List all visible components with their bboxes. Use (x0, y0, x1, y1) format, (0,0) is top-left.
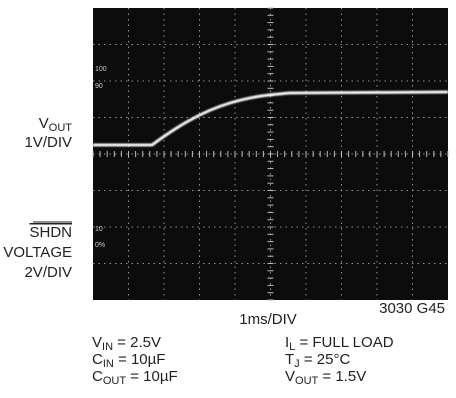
cond-sub: J (294, 358, 300, 370)
condition: CIN = 10µF (92, 351, 165, 370)
cond-sub: OUT (295, 375, 319, 387)
shdn-name: VOLTAGE (3, 244, 72, 261)
screen-mark: 90 (95, 83, 103, 90)
cond-rest: = 25°C (300, 351, 351, 368)
cond-main: V (285, 368, 295, 385)
condition: TJ = 25°C (285, 351, 350, 370)
condition: VIN = 2.5V (92, 334, 161, 353)
cond-main: T (285, 351, 294, 368)
label-main: V (39, 115, 49, 132)
cond-rest: = 1.5V (318, 368, 366, 385)
figure-id: 3030 G45 (379, 300, 445, 317)
cond-sub: OUT (103, 375, 127, 387)
cond-rest: = 10µF (126, 368, 178, 385)
cond-sub: L (289, 341, 295, 353)
cond-rest: = FULL LOAD (295, 334, 393, 351)
cond-main: V (92, 334, 102, 351)
screen-mark: 100 (95, 66, 107, 73)
condition: IL = FULL LOAD (285, 334, 394, 353)
cond-main: C (92, 351, 103, 368)
condition: VOUT = 1.5V (285, 368, 366, 387)
cond-sub: IN (103, 358, 114, 370)
label-sub: OUT (49, 122, 73, 134)
cond-main: I (285, 334, 289, 351)
cond-rest: = 2.5V (113, 334, 161, 351)
vout-trace (93, 90, 449, 147)
cond-sub: IN (102, 341, 113, 353)
shdn-scale: 2V/DIV (24, 264, 72, 281)
time-scale: 1ms/DIV (239, 311, 297, 328)
shdn-label: SHDN (29, 224, 72, 241)
condition: COUT = 10µF (92, 368, 178, 387)
vout-label: VOUT (39, 115, 73, 134)
screen-mark: 0% (95, 242, 105, 249)
cond-main: C (92, 368, 103, 385)
vout-scale: 1V/DIV (24, 134, 72, 151)
screen-mark: 10 (95, 226, 103, 233)
cond-rest: = 10µF (114, 351, 166, 368)
grid (92, 7, 449, 301)
